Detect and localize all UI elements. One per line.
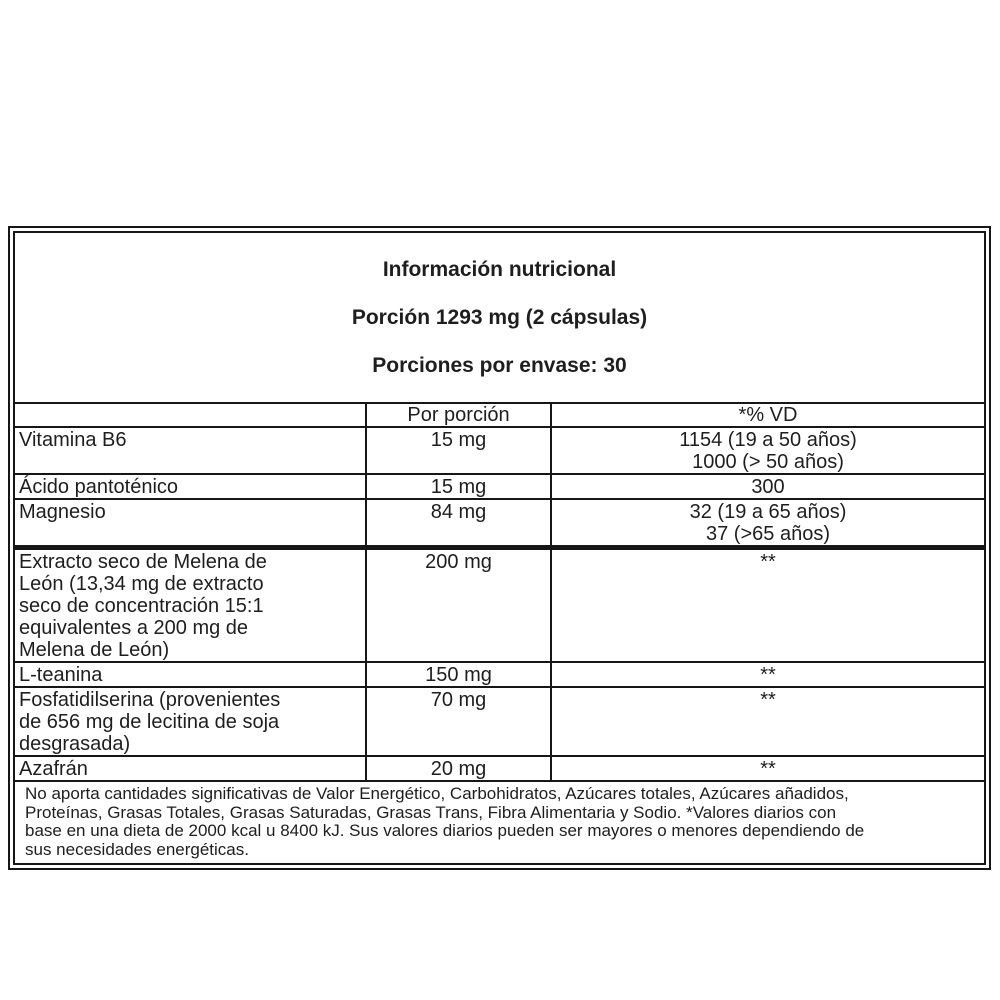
table-row-l-teanina: L-teanina 150 mg ** bbox=[13, 661, 986, 688]
label-header-row: Información nutricional Porción 1293 mg … bbox=[13, 231, 986, 404]
nutrient-dv: ** bbox=[550, 661, 986, 688]
nutrition-label-frame: Información nutricional Porción 1293 mg … bbox=[8, 226, 991, 870]
serving-size: Porción 1293 mg (2 cápsulas) bbox=[351, 306, 648, 329]
servings-per-container: Porciones por envase: 30 bbox=[372, 354, 627, 377]
nutrient-dv: ** bbox=[550, 755, 986, 782]
nutrient-amount: 84 mg bbox=[365, 498, 552, 549]
nutrient-amount: 150 mg bbox=[365, 661, 552, 688]
nutrient-dv: ** bbox=[550, 686, 986, 757]
table-row-magnesio: Magnesio 84 mg 32 (19 a 65 años) 37 (>65… bbox=[13, 498, 986, 549]
nutrient-dv: 300 bbox=[550, 473, 986, 500]
nutrient-name: Fosfatidilserina (provenientes de 656 mg… bbox=[13, 686, 367, 757]
nutrient-name: Extracto seco de Melena de León (13,34 m… bbox=[13, 545, 367, 663]
footnote: No aporta cantidades significativas de V… bbox=[13, 780, 986, 865]
nutrient-name: Azafrán bbox=[13, 755, 367, 782]
label-title: Información nutricional bbox=[382, 258, 617, 281]
nutrient-amount: 15 mg bbox=[365, 426, 552, 475]
table-row-vitamina-b6: Vitamina B6 15 mg 1154 (19 a 50 años) 10… bbox=[13, 426, 986, 475]
nutrient-name: L-teanina bbox=[13, 661, 367, 688]
nutrient-amount: 200 mg bbox=[365, 545, 552, 663]
nutrition-table: Información nutricional Porción 1293 mg … bbox=[13, 231, 986, 865]
table-row-extracto-melena-de-leon: Extracto seco de Melena de León (13,34 m… bbox=[13, 545, 986, 663]
nutrient-dv: 32 (19 a 65 años) 37 (>65 años) bbox=[550, 498, 986, 549]
column-header-empty bbox=[13, 402, 367, 428]
nutrient-name: Magnesio bbox=[13, 498, 367, 549]
table-row-fosfatidilserina: Fosfatidilserina (provenientes de 656 mg… bbox=[13, 686, 986, 757]
nutrient-dv: ** bbox=[550, 545, 986, 663]
nutrient-name: Vitamina B6 bbox=[13, 426, 367, 475]
nutrient-dv: 1154 (19 a 50 años) 1000 (> 50 años) bbox=[550, 426, 986, 475]
footnote-row: No aporta cantidades significativas de V… bbox=[13, 780, 986, 865]
table-row-azafran: Azafrán 20 mg ** bbox=[13, 755, 986, 782]
nutrient-amount: 15 mg bbox=[365, 473, 552, 500]
table-row-acido-pantotenico: Ácido pantoténico 15 mg 300 bbox=[13, 473, 986, 500]
nutrient-amount: 20 mg bbox=[365, 755, 552, 782]
column-header-dv: *% VD bbox=[550, 402, 986, 428]
column-header-amount: Por porción bbox=[365, 402, 552, 428]
nutrient-amount: 70 mg bbox=[365, 686, 552, 757]
nutrient-name: Ácido pantoténico bbox=[13, 473, 367, 500]
column-header-row: Por porción *% VD bbox=[13, 402, 986, 428]
